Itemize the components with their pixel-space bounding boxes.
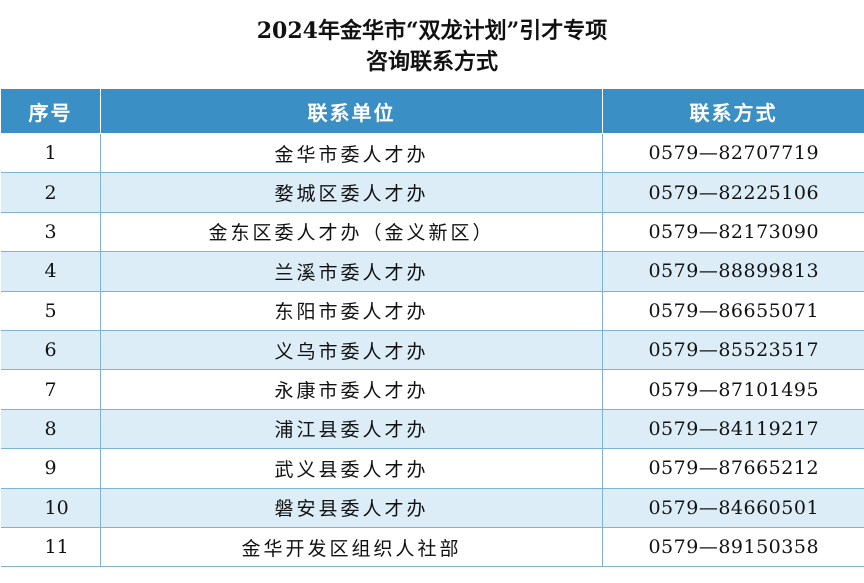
row-phone: 0579—82173090 [602, 211, 864, 253]
row-unit: 浦江县委人才办 [100, 408, 603, 450]
row-no: 3 [0, 211, 101, 253]
row-no: 1 [0, 132, 101, 174]
table-row: 1 金华市委人才办 0579—82707719 [0, 132, 864, 174]
row-unit: 磐安县委人才办 [100, 487, 603, 528]
row-no: 8 [0, 408, 101, 450]
row-no: 5 [0, 290, 101, 331]
table-row: 2 婺城区委人才办 0579—82225106 [0, 172, 864, 213]
table-row: 11 金华开发区组织人社部 0579—89150358 [0, 526, 864, 568]
row-unit: 婺城区委人才办 [100, 172, 603, 213]
table-row: 9 武义县委人才办 0579—87665212 [0, 448, 864, 489]
row-phone: 0579—87665212 [602, 448, 864, 489]
row-phone: 0579—89150358 [602, 526, 864, 568]
header-no: 序号 [0, 88, 101, 134]
table-header-row: 序号 联系单位 联系方式 [0, 88, 864, 134]
table-row: 7 永康市委人才办 0579—87101495 [0, 369, 864, 410]
row-unit: 义乌市委人才办 [100, 329, 603, 371]
row-no: 9 [0, 448, 101, 489]
row-phone: 0579—84660501 [602, 487, 864, 528]
table-row: 8 浦江县委人才办 0579—84119217 [0, 408, 864, 450]
row-unit: 金东区委人才办（金义新区） [100, 211, 603, 253]
table-row: 3 金东区委人才办（金义新区） 0579—82173090 [0, 211, 864, 253]
row-unit: 金华市委人才办 [100, 132, 603, 174]
row-phone: 0579—82707719 [602, 132, 864, 174]
row-no: 10 [0, 487, 101, 528]
row-phone: 0579—88899813 [602, 251, 864, 292]
title-line-1: 2024年金华市“双龙计划”引才专项 [256, 18, 608, 44]
row-no: 2 [0, 172, 101, 213]
row-phone: 0579—85523517 [602, 329, 864, 371]
document-title: 2024年金华市“双龙计划”引才专项 咨询联系方式 [0, 0, 864, 88]
table-row: 5 东阳市委人才办 0579—86655071 [0, 290, 864, 331]
row-phone: 0579—82225106 [602, 172, 864, 213]
row-unit: 武义县委人才办 [100, 448, 603, 489]
row-unit: 永康市委人才办 [100, 369, 603, 410]
row-phone: 0579—87101495 [602, 369, 864, 410]
row-unit: 兰溪市委人才办 [100, 251, 603, 292]
header-unit: 联系单位 [100, 88, 603, 134]
row-no: 4 [0, 251, 101, 292]
title-line-2: 咨询联系方式 [365, 49, 498, 75]
row-unit: 金华开发区组织人社部 [100, 526, 603, 568]
row-unit: 东阳市委人才办 [100, 290, 603, 331]
table-row: 4 兰溪市委人才办 0579—88899813 [0, 251, 864, 292]
row-no: 11 [0, 526, 101, 568]
row-no: 6 [0, 329, 101, 371]
table-row: 6 义乌市委人才办 0579—85523517 [0, 329, 864, 371]
row-no: 7 [0, 369, 101, 410]
row-phone: 0579—84119217 [602, 408, 864, 450]
table-row: 10 磐安县委人才办 0579—84660501 [0, 487, 864, 528]
header-contact: 联系方式 [602, 88, 864, 134]
contact-table: 序号 联系单位 联系方式 1 金华市委人才办 0579—82707719 2 婺… [0, 88, 864, 568]
row-phone: 0579—86655071 [602, 290, 864, 331]
